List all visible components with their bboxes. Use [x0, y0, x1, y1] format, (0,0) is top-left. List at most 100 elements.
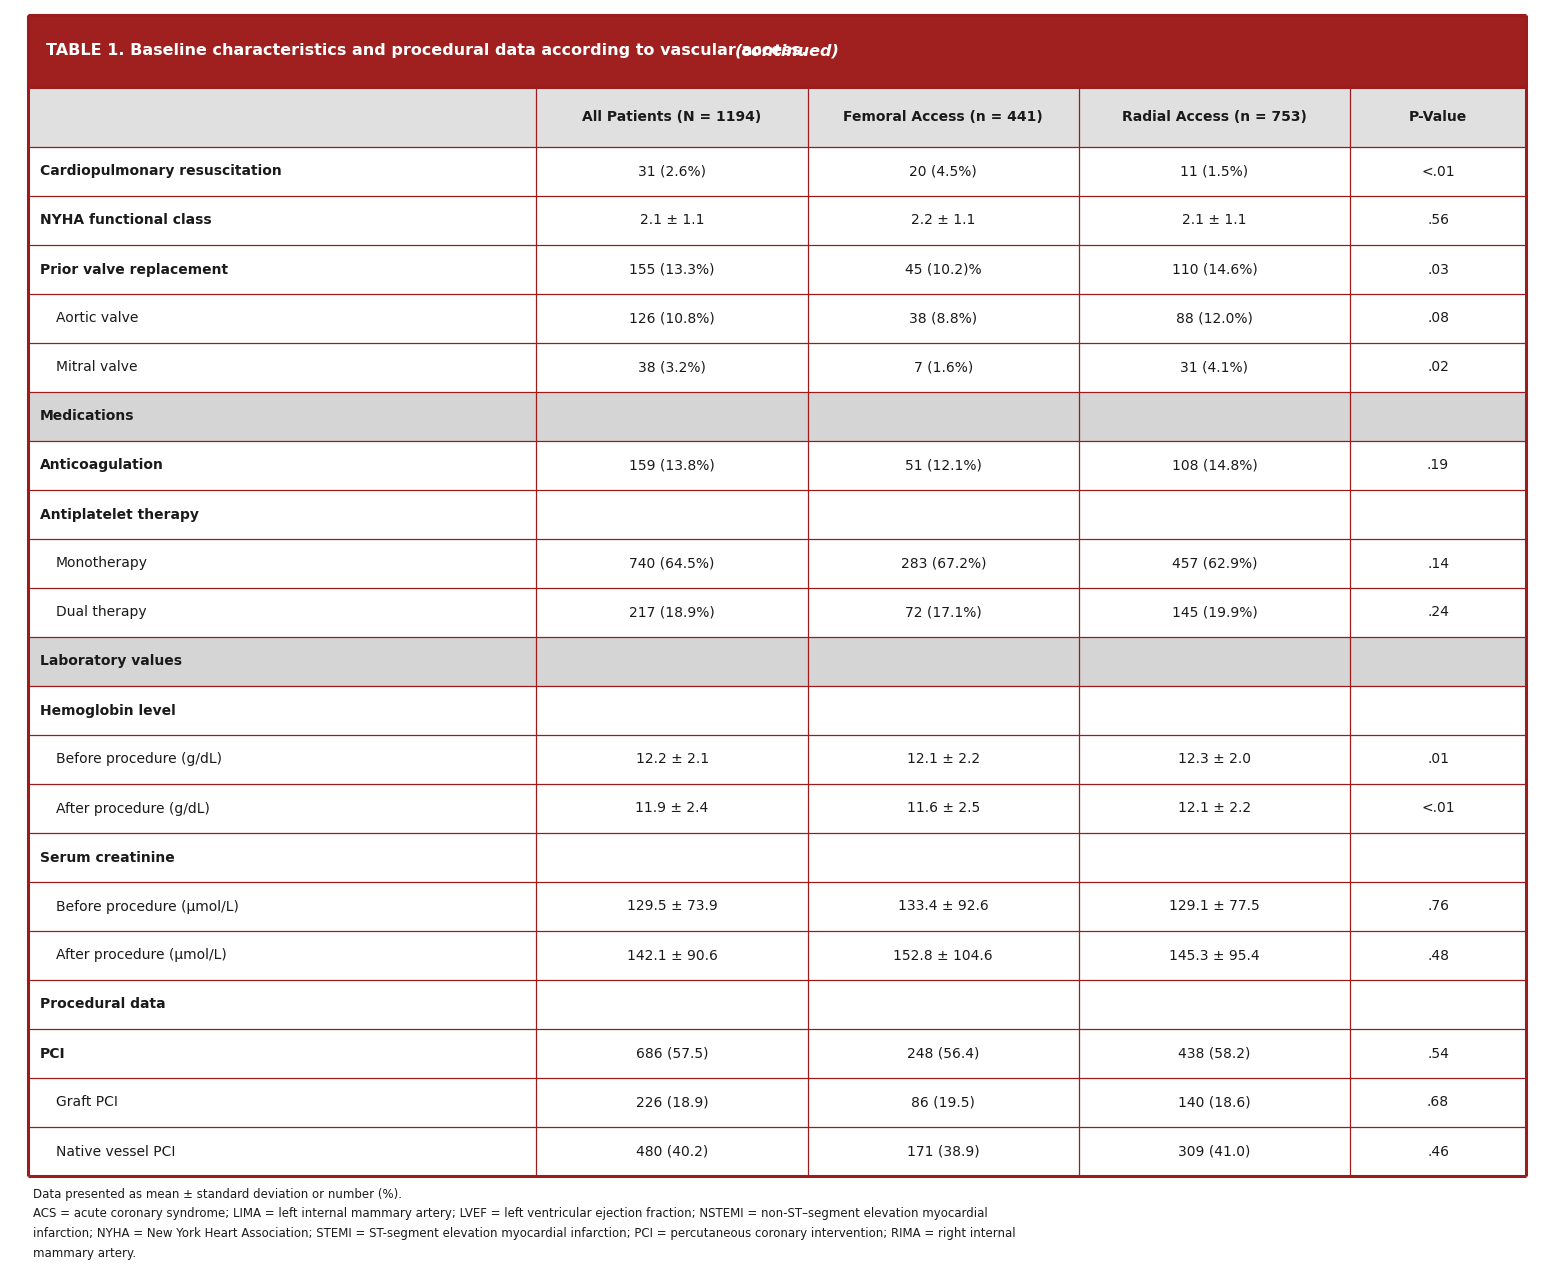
Text: 171 (38.9): 171 (38.9) — [908, 1145, 979, 1159]
Text: P-Value: P-Value — [1409, 110, 1467, 124]
Bar — [28, 343, 1526, 392]
Text: 438 (58.2): 438 (58.2) — [1178, 1046, 1251, 1060]
Text: .14: .14 — [1427, 556, 1448, 570]
Text: .68: .68 — [1427, 1096, 1448, 1110]
Text: 686 (57.5): 686 (57.5) — [636, 1046, 709, 1060]
Text: PCI: PCI — [40, 1046, 65, 1060]
Text: 11.6 ± 2.5: 11.6 ± 2.5 — [906, 801, 981, 815]
Text: 31 (2.6%): 31 (2.6%) — [639, 165, 706, 179]
Bar — [28, 197, 1526, 245]
Text: Mitral valve: Mitral valve — [56, 361, 137, 374]
Bar — [28, 588, 1526, 637]
Text: Monotherapy: Monotherapy — [56, 556, 148, 570]
Text: 31 (4.1%): 31 (4.1%) — [1181, 361, 1248, 374]
Text: Medications: Medications — [40, 410, 135, 424]
Text: 133.4 ± 92.6: 133.4 ± 92.6 — [898, 900, 988, 914]
Text: 129.1 ± 77.5: 129.1 ± 77.5 — [1169, 900, 1260, 914]
Text: 38 (8.8%): 38 (8.8%) — [909, 311, 977, 325]
Text: 152.8 ± 104.6: 152.8 ± 104.6 — [894, 948, 993, 962]
Bar — [28, 1127, 1526, 1176]
Bar — [28, 637, 1526, 686]
Text: mammary artery.: mammary artery. — [33, 1247, 137, 1259]
Text: Before procedure (g/dL): Before procedure (g/dL) — [56, 753, 222, 767]
Bar — [28, 392, 1526, 441]
Text: 126 (10.8%): 126 (10.8%) — [629, 311, 715, 325]
Bar — [28, 833, 1526, 882]
Text: .46: .46 — [1427, 1145, 1448, 1159]
Text: Femoral Access (n = 441): Femoral Access (n = 441) — [844, 110, 1043, 124]
Text: 11.9 ± 2.4: 11.9 ± 2.4 — [636, 801, 709, 815]
Bar — [28, 931, 1526, 980]
Text: Radial Access (n = 753): Radial Access (n = 753) — [1122, 110, 1307, 124]
Text: .48: .48 — [1427, 948, 1448, 962]
Text: .54: .54 — [1427, 1046, 1448, 1060]
Bar — [28, 538, 1526, 588]
Text: Serum creatinine: Serum creatinine — [40, 851, 174, 865]
Text: .24: .24 — [1427, 606, 1448, 620]
Text: 159 (13.8%): 159 (13.8%) — [629, 458, 715, 472]
Text: 51 (12.1%): 51 (12.1%) — [904, 458, 982, 472]
Text: Hemoglobin level: Hemoglobin level — [40, 703, 176, 717]
Text: 248 (56.4): 248 (56.4) — [908, 1046, 979, 1060]
Text: 38 (3.2%): 38 (3.2%) — [639, 361, 706, 374]
Text: 12.3 ± 2.0: 12.3 ± 2.0 — [1178, 753, 1251, 767]
Text: Before procedure (μmol/L): Before procedure (μmol/L) — [56, 900, 239, 914]
Text: .03: .03 — [1427, 263, 1448, 277]
Text: ACS = acute coronary syndrome; LIMA = left internal mammary artery; LVEF = left : ACS = acute coronary syndrome; LIMA = le… — [33, 1207, 988, 1221]
Bar — [28, 980, 1526, 1028]
Text: 226 (18.9): 226 (18.9) — [636, 1096, 709, 1110]
Text: TABLE 1. Baseline characteristics and procedural data according to vascular acce: TABLE 1. Baseline characteristics and pr… — [47, 43, 813, 59]
Text: 145 (19.9%): 145 (19.9%) — [1172, 606, 1257, 620]
Bar — [28, 783, 1526, 833]
Text: .76: .76 — [1427, 900, 1448, 914]
Text: 283 (67.2%): 283 (67.2%) — [900, 556, 987, 570]
Text: 145.3 ± 95.4: 145.3 ± 95.4 — [1169, 948, 1260, 962]
Text: Graft PCI: Graft PCI — [56, 1096, 118, 1110]
Text: 45 (10.2)%: 45 (10.2)% — [904, 263, 982, 277]
Text: 12.1 ± 2.2: 12.1 ± 2.2 — [1178, 801, 1251, 815]
Bar — [28, 490, 1526, 538]
Text: 108 (14.8%): 108 (14.8%) — [1172, 458, 1257, 472]
Bar — [28, 147, 1526, 197]
Text: 480 (40.2): 480 (40.2) — [636, 1145, 709, 1159]
Bar — [28, 882, 1526, 931]
Bar — [28, 1028, 1526, 1078]
Text: Aortic valve: Aortic valve — [56, 311, 138, 325]
Text: .02: .02 — [1427, 361, 1448, 374]
Text: Dual therapy: Dual therapy — [56, 606, 146, 620]
Text: 20 (4.5%): 20 (4.5%) — [909, 165, 977, 179]
Bar — [28, 686, 1526, 735]
Text: 140 (18.6): 140 (18.6) — [1178, 1096, 1251, 1110]
Text: (continued): (continued) — [735, 43, 839, 59]
Text: Native vessel PCI: Native vessel PCI — [56, 1145, 176, 1159]
Text: .01: .01 — [1427, 753, 1448, 767]
Bar — [28, 293, 1526, 343]
Text: 7 (1.6%): 7 (1.6%) — [914, 361, 973, 374]
Text: 309 (41.0): 309 (41.0) — [1178, 1145, 1251, 1159]
Text: 11 (1.5%): 11 (1.5%) — [1181, 165, 1248, 179]
Text: Laboratory values: Laboratory values — [40, 655, 182, 669]
Text: NYHA functional class: NYHA functional class — [40, 213, 211, 227]
Text: Procedural data: Procedural data — [40, 998, 166, 1012]
Text: .56: .56 — [1427, 213, 1448, 227]
Text: 12.1 ± 2.2: 12.1 ± 2.2 — [906, 753, 981, 767]
Text: Data presented as mean ± standard deviation or number (%).: Data presented as mean ± standard deviat… — [33, 1188, 402, 1201]
Text: Cardiopulmonary resuscitation: Cardiopulmonary resuscitation — [40, 165, 281, 179]
Text: After procedure (μmol/L): After procedure (μmol/L) — [56, 948, 227, 962]
Text: <.01: <.01 — [1422, 801, 1455, 815]
Text: 12.2 ± 2.1: 12.2 ± 2.1 — [636, 753, 709, 767]
Bar — [28, 1078, 1526, 1127]
Text: All Patients (N = 1194): All Patients (N = 1194) — [583, 110, 761, 124]
Bar — [28, 15, 1526, 87]
Text: 110 (14.6%): 110 (14.6%) — [1172, 263, 1257, 277]
Text: 457 (62.9%): 457 (62.9%) — [1172, 556, 1257, 570]
Text: 2.1 ± 1.1: 2.1 ± 1.1 — [640, 213, 704, 227]
Text: 142.1 ± 90.6: 142.1 ± 90.6 — [626, 948, 718, 962]
Text: Anticoagulation: Anticoagulation — [40, 458, 163, 472]
Bar — [28, 441, 1526, 490]
Text: Antiplatelet therapy: Antiplatelet therapy — [40, 508, 199, 522]
Text: 740 (64.5%): 740 (64.5%) — [629, 556, 715, 570]
Text: 217 (18.9%): 217 (18.9%) — [629, 606, 715, 620]
Text: .08: .08 — [1427, 311, 1448, 325]
Text: 72 (17.1%): 72 (17.1%) — [904, 606, 982, 620]
